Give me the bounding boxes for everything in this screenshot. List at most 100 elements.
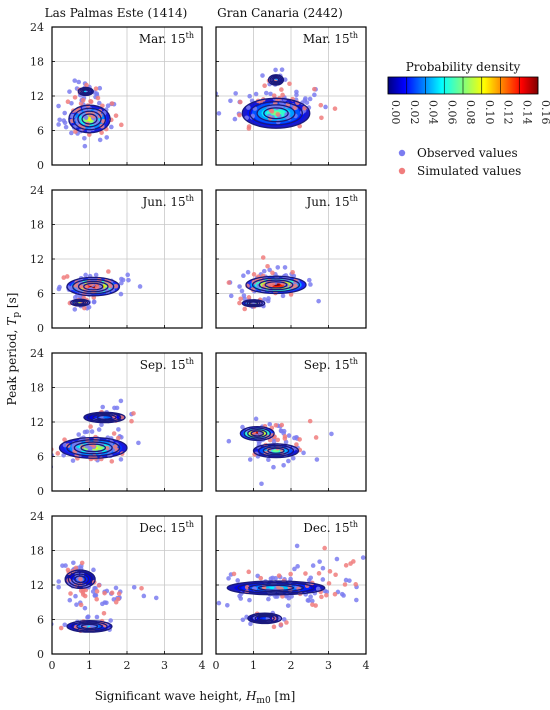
contour-line xyxy=(68,104,111,134)
observed-point xyxy=(320,577,326,582)
simulated-point xyxy=(265,263,270,269)
simulated-point xyxy=(78,602,84,608)
simulated-point xyxy=(246,569,252,575)
simulated-point xyxy=(342,582,348,587)
observed-point xyxy=(306,277,312,283)
observed-point xyxy=(69,113,74,119)
observed-point xyxy=(312,92,317,98)
observed-point xyxy=(266,596,271,602)
simulated-point xyxy=(113,283,119,289)
simulated-point xyxy=(282,436,288,441)
contour-line xyxy=(72,299,89,307)
observed-point xyxy=(316,298,321,304)
simulated-point xyxy=(353,582,359,587)
legend-observed-marker xyxy=(398,149,406,157)
observed-point xyxy=(323,104,328,110)
observed-point xyxy=(239,288,245,294)
simulated-point xyxy=(307,418,313,424)
simulated-point xyxy=(258,575,264,581)
observed-point xyxy=(67,89,72,94)
simulated-point xyxy=(327,569,333,574)
simulated-point xyxy=(288,571,293,577)
contour-line xyxy=(71,621,108,632)
simulated-point xyxy=(316,571,322,576)
observed-point xyxy=(247,93,252,99)
simulated-point xyxy=(279,87,284,92)
simulated-point xyxy=(297,437,302,442)
contour-line xyxy=(262,446,290,456)
observed-point xyxy=(295,564,300,569)
observed-point xyxy=(108,618,113,623)
simulated-point xyxy=(65,99,71,105)
simulated-point xyxy=(290,269,295,275)
observed-point xyxy=(268,91,273,97)
x-tick-label: 2 xyxy=(288,659,295,672)
simulated-point xyxy=(94,596,99,602)
simulated-point xyxy=(61,275,67,280)
y-tick-label: 18 xyxy=(30,382,44,395)
observed-point xyxy=(282,265,288,270)
colorbar-tick-label: 0.04 xyxy=(427,100,440,125)
observed-point xyxy=(56,103,61,109)
observed-point xyxy=(72,78,78,83)
simulated-point xyxy=(68,591,73,596)
simulated-point xyxy=(80,97,86,103)
observed-point xyxy=(314,457,320,462)
simulated-point xyxy=(276,573,282,578)
observed-point xyxy=(286,458,291,464)
observed-point xyxy=(304,100,310,105)
observed-point xyxy=(93,272,99,278)
observed-point xyxy=(225,602,230,608)
x-tick-label: 3 xyxy=(161,659,168,672)
y-tick-label: 24 xyxy=(30,347,44,360)
observed-point xyxy=(216,600,222,606)
contour-line xyxy=(76,622,103,631)
observed-point xyxy=(116,427,121,432)
simulated-point xyxy=(237,112,242,118)
simulated-point xyxy=(332,106,338,111)
observed-point xyxy=(260,73,265,78)
simulated-point xyxy=(96,583,102,588)
contour-line xyxy=(81,113,98,125)
observed-point xyxy=(324,589,330,595)
contour-line xyxy=(66,439,121,457)
observed-point xyxy=(110,287,115,293)
simulated-point xyxy=(62,437,67,442)
simulated-point xyxy=(242,306,247,312)
observed-point xyxy=(109,124,114,130)
colorbar-tick-label: 0.12 xyxy=(502,100,515,125)
observed-point xyxy=(285,603,291,608)
contour-line xyxy=(241,299,266,308)
colorbar-tick-label: 0.08 xyxy=(464,100,477,125)
simulated-point xyxy=(280,92,285,98)
observed-point xyxy=(56,579,62,584)
simulated-point xyxy=(99,130,104,135)
contour-line xyxy=(82,89,90,94)
contour-line xyxy=(66,276,121,297)
date-label: Sep. 15th xyxy=(140,357,194,372)
contour-line xyxy=(64,569,96,590)
simulated-point xyxy=(246,295,252,300)
observed-point xyxy=(310,563,316,568)
y-tick-label: 6 xyxy=(37,614,44,627)
simulated-point xyxy=(129,418,134,424)
observed-point xyxy=(256,283,262,289)
plot-area xyxy=(226,255,321,312)
contour-line xyxy=(258,615,272,621)
observed-point xyxy=(71,560,76,566)
observed-point xyxy=(237,284,242,289)
simulated-point xyxy=(112,444,118,450)
observed-point xyxy=(368,557,373,562)
x-tick-label: 1 xyxy=(250,659,257,672)
observed-point xyxy=(126,277,131,283)
y-tick-label: 0 xyxy=(37,648,44,661)
observed-point xyxy=(247,597,252,603)
y-tick-label: 24 xyxy=(30,510,44,523)
observed-point xyxy=(275,265,281,270)
simulated-point xyxy=(238,296,243,302)
y-tick-label: 0 xyxy=(37,485,44,498)
contour-line xyxy=(247,428,268,439)
observed-point xyxy=(267,267,272,273)
observed-point xyxy=(91,567,96,573)
